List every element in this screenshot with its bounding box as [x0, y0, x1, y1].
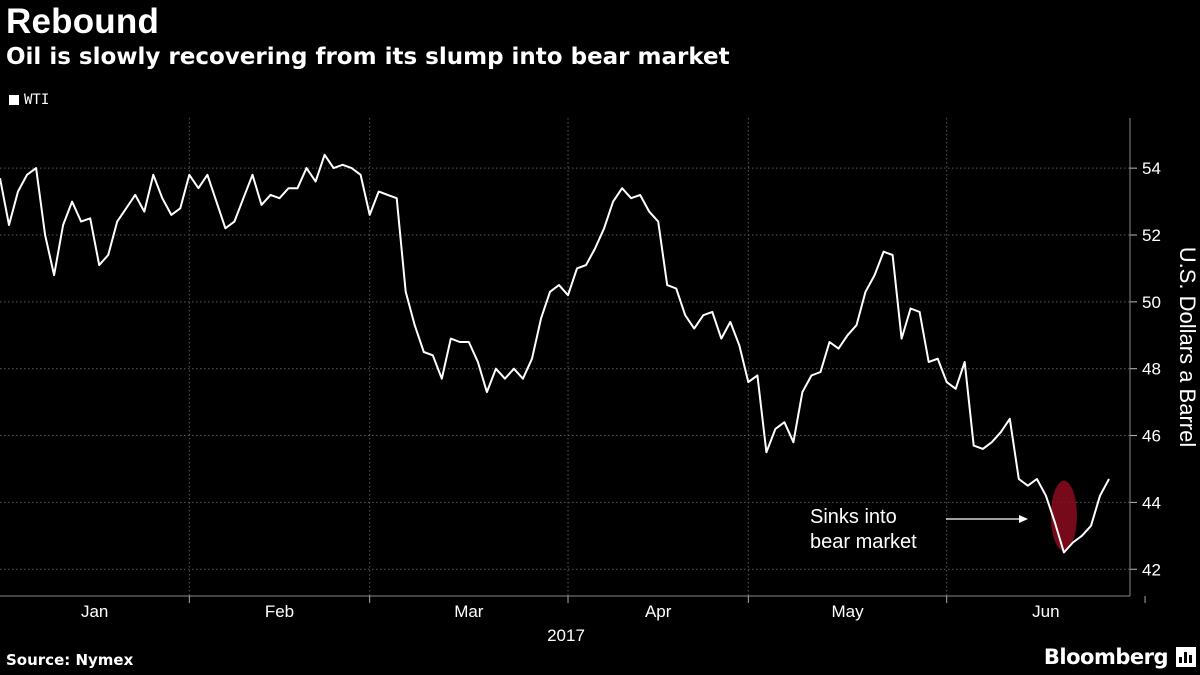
bloomberg-bars-icon: [1176, 647, 1196, 667]
x-tick-label: Jan: [81, 602, 108, 621]
source-note: Source: Nymex: [6, 651, 134, 669]
chart-subtitle: Oil is slowly recovering from its slump …: [6, 44, 730, 70]
legend-swatch-wti: [9, 95, 19, 105]
legend: WTI: [9, 92, 49, 108]
y-tick-label: 54: [1142, 159, 1161, 178]
y-tick-label: 50: [1142, 293, 1161, 312]
y-tick-label: 42: [1142, 560, 1161, 579]
x-tick-label: Mar: [454, 602, 484, 621]
x-axis-label: 2017: [547, 626, 585, 645]
x-tick-label: Jun: [1032, 602, 1059, 621]
brand-logo: Bloomberg: [1044, 645, 1196, 669]
y-tick-label: 52: [1142, 226, 1161, 245]
series-line-wti: [0, 153, 1110, 554]
y-tick-label: 46: [1142, 427, 1161, 446]
y-tick-label: 48: [1142, 360, 1161, 379]
x-tick-label: Feb: [265, 602, 294, 621]
bear-market-highlight: [1050, 480, 1077, 551]
annotation-arrowhead: [1019, 515, 1028, 523]
x-tick-label: May: [831, 602, 864, 621]
chart-title: Rebound: [6, 2, 160, 41]
annotation-text: bear market: [810, 531, 917, 553]
y-tick-label: 44: [1142, 493, 1161, 512]
legend-label-wti: WTI: [24, 92, 50, 108]
brand-name: Bloomberg: [1043, 645, 1169, 669]
x-tick-label: Apr: [645, 602, 672, 621]
y-axis-label: U.S. Dollars a Barrel: [1175, 247, 1200, 448]
annotation-text: Sinks into: [810, 506, 897, 528]
